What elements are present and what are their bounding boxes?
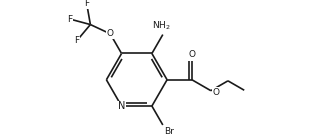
Text: F: F <box>84 0 89 8</box>
Text: O: O <box>107 29 114 38</box>
Text: N: N <box>118 101 125 111</box>
Text: F: F <box>74 36 80 45</box>
Text: O: O <box>213 88 219 97</box>
Text: O: O <box>188 50 195 59</box>
Text: Br: Br <box>164 127 174 136</box>
Text: NH$_2$: NH$_2$ <box>152 20 171 32</box>
Text: F: F <box>68 15 73 24</box>
